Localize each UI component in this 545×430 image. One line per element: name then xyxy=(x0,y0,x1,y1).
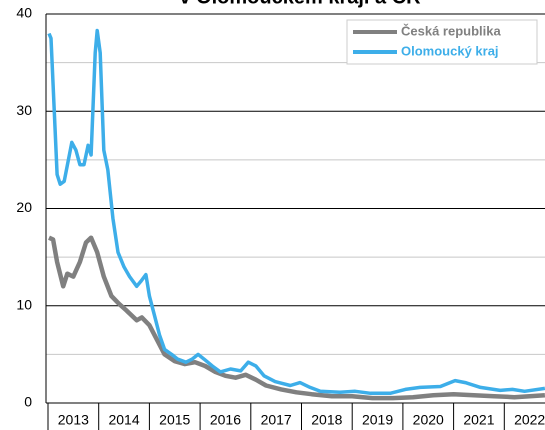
x-tick-label: 2022 xyxy=(514,412,545,428)
x-tick-label: 2018 xyxy=(311,412,342,428)
legend-label: Česká republika xyxy=(401,23,501,38)
series-line xyxy=(48,235,545,401)
x-tick-label: 2019 xyxy=(362,412,393,428)
legend-label: Olomoucký kraj xyxy=(401,43,499,58)
y-tick-label: 20 xyxy=(16,199,32,215)
chart-title: v Olomouckém kraji a ČR xyxy=(179,0,421,8)
x-tick-label: 2014 xyxy=(108,412,139,428)
legend-box xyxy=(346,19,538,65)
x-tick-label: 2020 xyxy=(413,412,444,428)
y-tick-label: 30 xyxy=(16,102,32,118)
plot-lines xyxy=(47,28,545,401)
x-tick-label: 2021 xyxy=(463,412,494,428)
y-tick-label: 40 xyxy=(16,5,32,21)
y-tick-label: 10 xyxy=(16,296,32,312)
x-tick-label: 2015 xyxy=(159,412,190,428)
y-tick-label: 0 xyxy=(24,394,32,410)
series-line xyxy=(47,28,545,396)
x-tick-label: 2013 xyxy=(58,412,89,428)
x-tick-label: 2016 xyxy=(210,412,241,428)
x-tick-label: 2017 xyxy=(261,412,292,428)
